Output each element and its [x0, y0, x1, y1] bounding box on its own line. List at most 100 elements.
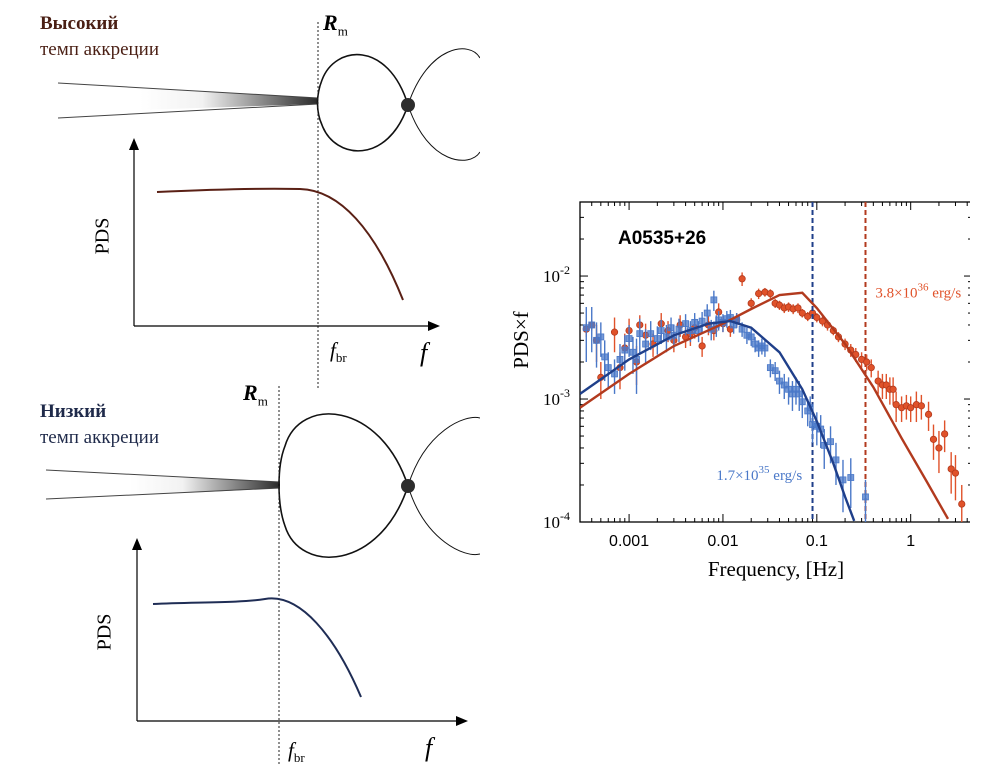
low-state-data-point: [675, 325, 683, 333]
bottom-title-accretion-rate: темп аккреции: [40, 427, 160, 448]
top-pds-axis-label: PDS: [91, 217, 114, 255]
top-frequency-axis-label: f: [420, 338, 428, 367]
high-state-data-point: [907, 404, 915, 412]
top-fbr-symbol: f: [330, 338, 336, 362]
low-state-data-point: [667, 324, 675, 332]
top-rm-symbol: R: [323, 10, 338, 35]
low-state-data-point: [691, 318, 699, 326]
low-state-data-point: [625, 335, 633, 342]
y-tick-label: 10-3: [543, 386, 570, 409]
low-state-data-point: [636, 330, 644, 338]
top-fbr-label: fbr: [330, 338, 347, 366]
bottom-schematic: [45, 386, 480, 764]
low-state-data-point: [653, 335, 661, 342]
top-disc-edge-lower: [57, 103, 319, 119]
x-tick-label: 0.01: [707, 533, 738, 550]
bottom-rm-symbol: R: [243, 380, 258, 405]
high-state-data-point: [755, 289, 763, 298]
bottom-title-low: Низкий: [40, 401, 107, 422]
top-neutron-star: [401, 98, 415, 112]
high-state-data-point: [794, 304, 802, 312]
bottom-pds-curve: [152, 597, 362, 698]
bottom-pds-y-arrow: [132, 538, 142, 550]
low-state-data-point: [785, 385, 792, 393]
low-state-data-point: [629, 348, 637, 356]
low-state-data-point: [747, 333, 755, 341]
bottom-pds-axis-label: PDS: [93, 613, 116, 651]
low-state-data-point: [604, 364, 612, 372]
low-state-data-point: [780, 381, 788, 389]
bottom-fbr-symbol: f: [288, 738, 294, 762]
pds-chart: 0.001 0.01 0.1 1 10-2 10-3 10-4 Frequency, [Hz]…: [509, 201, 970, 581]
y-axis-label: PDS×f: [509, 311, 533, 368]
high-state-model-curve: [580, 291, 950, 520]
bottom-rm-label: Rm: [243, 380, 268, 409]
low-state-data-point: [738, 325, 746, 333]
low-state-data-point: [657, 327, 665, 335]
low-state-data-point: [862, 493, 869, 501]
top-schematic: [57, 22, 480, 388]
high-state-data-point: [610, 328, 619, 336]
low-state-data-point: [710, 296, 718, 304]
top-fbr-subscript: br: [335, 350, 347, 366]
top-pds-x-arrow: [428, 321, 440, 331]
high-state-data-point: [941, 430, 949, 438]
low-state-data-point: [647, 330, 655, 338]
low-state-data-point: [597, 333, 605, 341]
top-magnetosphere-right-lobe: [407, 48, 480, 161]
plot-data-layer: [580, 202, 966, 522]
bottom-disc-edge-upper: [45, 469, 281, 483]
high-state-data-point: [804, 312, 812, 320]
high-state-data-point: [738, 275, 746, 283]
low-state-data-point: [601, 353, 609, 361]
high-state-data-point: [958, 500, 966, 508]
bottom-disc-edge-lower: [45, 487, 281, 500]
low-state-data-point: [682, 320, 689, 328]
top-pds-y-arrow: [129, 138, 139, 150]
high-state-data-point: [747, 299, 755, 307]
low-state-data-point: [593, 336, 600, 344]
x-tick-label: 1: [906, 533, 915, 550]
top-title-accretion-rate: темп аккреции: [40, 39, 160, 60]
low-state-data-point: [798, 398, 806, 406]
top-magnetosphere-left-lobe: [316, 53, 409, 152]
low-state-data-point: [703, 309, 711, 317]
high-state-data-point: [863, 358, 871, 366]
chart-title: A0535+26: [618, 228, 706, 249]
high-state-data-point: [935, 444, 943, 452]
high-state-data-point: [951, 469, 960, 477]
high-state-data-point: [813, 313, 821, 322]
x-tick-label: 0.1: [806, 533, 828, 550]
high-state-data-point: [698, 342, 706, 350]
x-tick-label: 0.001: [609, 533, 649, 550]
top-rm-subscript: m: [337, 23, 348, 39]
top-rm-label: Rm: [323, 10, 348, 39]
high-state-data-point: [766, 289, 774, 298]
top-title-high: Высокий: [40, 13, 119, 34]
high-state-data-point: [889, 385, 897, 393]
high-state-luminosity-label: 3.8×1036 erg/s: [875, 281, 961, 301]
bottom-magnetosphere-left-lobe: [278, 413, 409, 558]
low-state-data-point: [847, 474, 855, 481]
low-state-data-point: [827, 438, 834, 446]
low-state-data-point: [588, 321, 596, 329]
top-accretion-disc: [140, 88, 318, 110]
low-state-model-curve: [580, 319, 856, 522]
low-state-data-point: [776, 377, 783, 385]
bottom-fbr-label: fbr: [288, 738, 305, 765]
high-state-data-point: [929, 435, 938, 443]
low-state-data-point: [761, 344, 769, 352]
high-state-data-point: [892, 401, 900, 409]
low-state-data-point: [616, 355, 624, 363]
y-tick-label: 10-4: [543, 509, 570, 532]
bottom-rm-subscript: m: [257, 393, 268, 409]
bottom-magnetosphere-right-lobe: [407, 416, 480, 556]
bottom-neutron-star: [401, 479, 415, 493]
bottom-pds-x-arrow: [456, 716, 468, 726]
top-pds-curve: [156, 187, 404, 301]
high-state-data-point: [924, 410, 933, 418]
low-state-data-point: [642, 340, 650, 348]
x-axis-label: Frequency, [Hz]: [708, 557, 844, 581]
high-state-data-point: [867, 364, 875, 372]
